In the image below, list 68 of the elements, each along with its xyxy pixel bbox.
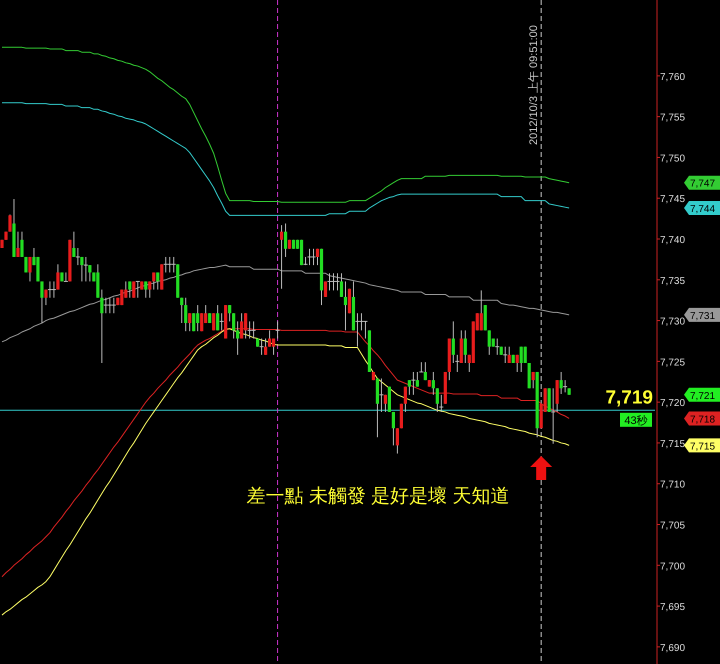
y-tick-label: 7,745	[660, 194, 686, 206]
y-tick-label: 7,750	[660, 153, 686, 164]
ref-line-label: 7,719	[605, 387, 653, 408]
candlestick	[128, 280, 132, 298]
y-tick-label: 7,760	[660, 72, 686, 83]
candlestick	[8, 214, 12, 232]
tag-note: 43秒	[620, 412, 652, 427]
candlestick	[156, 272, 160, 290]
y-tick-label: 7,740	[660, 235, 686, 246]
y-tick-label: 7,755	[660, 112, 686, 124]
candlestick	[280, 224, 284, 290]
candlestick	[524, 346, 527, 364]
candlestick	[324, 280, 328, 298]
candlestick	[464, 330, 467, 364]
candlestick	[424, 362, 427, 381]
candlestick	[232, 312, 236, 340]
candlestick	[212, 312, 216, 331]
candlestick	[272, 338, 276, 356]
y-tick-label: 7,700	[660, 561, 686, 572]
candlestick	[216, 304, 220, 331]
annotation: 差一點 未觸發 是好是壞 天知道	[246, 486, 510, 507]
candlestick	[516, 354, 519, 372]
tag: 7,744	[684, 201, 720, 215]
candlestick	[392, 411, 395, 446]
y-tick-label: 7,690	[660, 642, 686, 654]
candlestick	[520, 346, 523, 372]
candlestick	[196, 304, 200, 332]
candlestick	[316, 248, 320, 266]
candlestick	[344, 280, 348, 331]
candlestick	[384, 394, 388, 412]
candlestick	[200, 312, 204, 332]
candlestick	[188, 312, 192, 332]
y-tick-label: 7,730	[660, 316, 686, 328]
candlestick	[152, 272, 156, 290]
candlestick	[560, 371, 563, 394]
candlestick	[120, 289, 124, 306]
y-tick-label: 7,735	[660, 276, 686, 287]
line-series	[2, 264, 570, 342]
annotation: 2012/10/3 上午 09:51:00	[527, 25, 540, 145]
candlestick	[44, 289, 48, 306]
y-tick-label: 7,715	[660, 438, 686, 450]
candlestick	[20, 231, 24, 258]
candlestick	[532, 371, 535, 389]
y-tick-label: 7,705	[660, 520, 686, 532]
candlestick	[40, 280, 44, 324]
candlestick	[340, 272, 344, 298]
candlestick	[28, 256, 32, 282]
candlestick	[56, 264, 60, 290]
tag: 7,747	[684, 176, 720, 190]
candlestick	[144, 280, 148, 298]
candlestick	[16, 231, 20, 258]
candlestick	[396, 428, 399, 454]
candlestick	[284, 223, 288, 258]
y-tick-label: 7,710	[660, 480, 686, 491]
candlestick	[148, 280, 152, 298]
y-tick-label: 7,725	[660, 357, 686, 368]
candlestick	[24, 256, 28, 273]
candlestick	[228, 304, 232, 322]
candlestick	[404, 386, 407, 412]
y-tick-label: 7,695	[660, 602, 686, 614]
candlestick	[488, 330, 491, 356]
candlestick	[480, 290, 483, 331]
y-tick-label: 7,720	[660, 398, 686, 410]
candlestick	[184, 297, 188, 332]
candlestick	[236, 320, 240, 356]
candlestick	[88, 264, 92, 282]
annotation: 43秒	[624, 414, 648, 427]
candlestick	[264, 338, 268, 356]
